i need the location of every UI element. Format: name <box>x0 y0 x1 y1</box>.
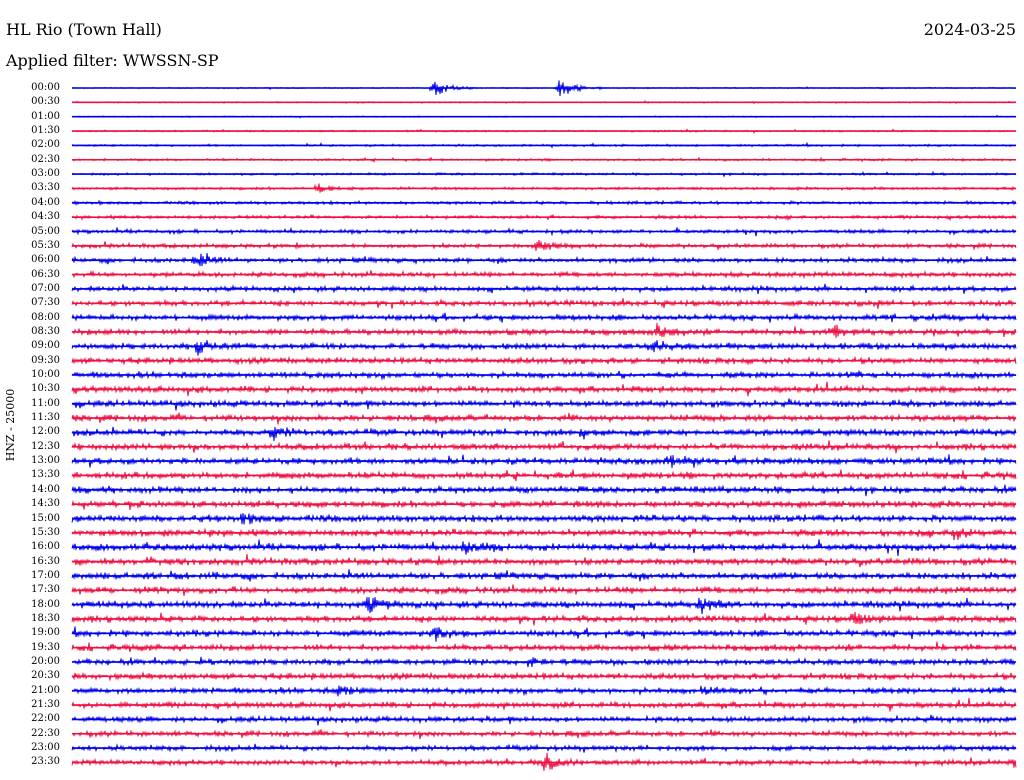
row-label: 23:00 <box>31 742 60 754</box>
trace-row-1930 <box>71 641 1017 653</box>
row-label: 15:00 <box>31 512 60 524</box>
trace-row-1530 <box>71 527 1017 541</box>
row-label: 04:30 <box>31 211 60 223</box>
filter-label: Applied filter: WWSSN-SP <box>6 51 219 70</box>
row-label: 16:30 <box>31 555 60 567</box>
row-label: 12:00 <box>31 426 60 438</box>
row-label: 21:30 <box>31 699 60 711</box>
row-label: 23:30 <box>31 756 60 768</box>
row-label: 06:00 <box>31 254 60 266</box>
row-label: 21:00 <box>31 684 60 696</box>
row-label: 14:00 <box>31 483 60 495</box>
row-label: 19:00 <box>31 627 60 639</box>
trace-row-1500 <box>71 513 1017 525</box>
row-label: 08:30 <box>31 325 60 337</box>
trace-row-1000 <box>71 370 1017 381</box>
trace-row-1630 <box>71 553 1017 568</box>
row-label: 05:00 <box>31 225 60 237</box>
trace-row-1200 <box>71 426 1017 441</box>
row-label: 10:00 <box>31 369 60 380</box>
row-label: 14:30 <box>31 498 60 510</box>
row-label: 00:00 <box>31 82 60 93</box>
time-labels: 00:00 00:30 01:00 01:30 02:00 02:30 03:00 03:30… <box>0 0 64 780</box>
row-label: 07:30 <box>31 297 60 309</box>
station-title: HL Rio (Town Hall) <box>6 20 162 39</box>
row-label: 19:30 <box>31 641 60 653</box>
row-label: 10:30 <box>31 383 60 395</box>
row-label: 05:30 <box>31 239 60 251</box>
row-label: 17:00 <box>31 569 60 581</box>
row-label: 00:30 <box>31 96 60 108</box>
row-label: 18:30 <box>31 612 60 624</box>
row-label: 01:00 <box>31 110 60 122</box>
row-label: 18:00 <box>31 598 60 610</box>
row-label: 06:30 <box>31 268 60 280</box>
row-label: 13:00 <box>31 455 60 467</box>
row-label: 07:00 <box>31 282 60 294</box>
trace-row-1100 <box>71 398 1017 411</box>
row-label: 08:00 <box>31 311 60 323</box>
row-label: 22:00 <box>31 713 60 725</box>
row-label: 01:30 <box>31 125 60 137</box>
row-label: 09:00 <box>31 340 60 352</box>
row-label: 20:00 <box>31 656 60 667</box>
row-label: 22:30 <box>31 727 60 739</box>
trace-row-0900 <box>71 340 1017 356</box>
row-label: 12:30 <box>31 440 60 452</box>
row-label: 20:30 <box>31 670 60 682</box>
trace-row-1800 <box>71 597 1017 615</box>
date-label: 2024-03-25 <box>923 20 1016 39</box>
row-label: 15:30 <box>31 526 60 538</box>
trace-row-1430 <box>71 498 1017 511</box>
row-label: 11:30 <box>31 412 60 424</box>
row-label: 13:30 <box>31 469 60 481</box>
row-label: 03:00 <box>31 168 60 180</box>
row-label: 03:30 <box>31 182 60 194</box>
row-label: 02:30 <box>31 153 60 165</box>
row-label: 04:00 <box>31 196 60 208</box>
trace-row-0830 <box>71 322 1017 339</box>
row-label: 11:00 <box>31 397 60 409</box>
row-label: 02:00 <box>31 139 60 151</box>
row-label: 09:30 <box>31 354 60 366</box>
row-label: 16:00 <box>31 541 60 553</box>
row-label: 17:30 <box>31 584 60 596</box>
